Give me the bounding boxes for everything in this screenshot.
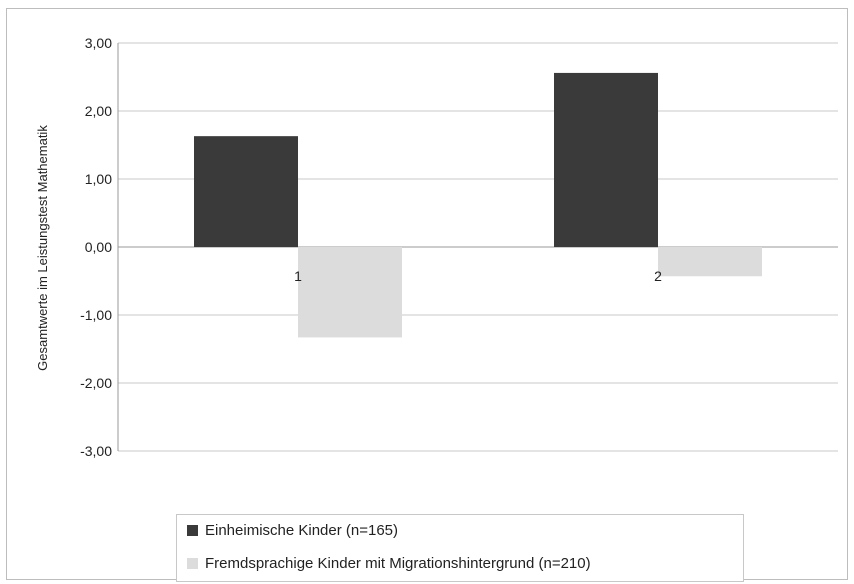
y-axis-label: Gesamtwerte im Leistungstest Mathematik — [35, 125, 50, 371]
bar-series-1-category-2 — [554, 72, 658, 247]
y-tick-label: 1,00 — [85, 171, 112, 187]
y-tick-label: -3,00 — [80, 443, 112, 459]
bars — [194, 72, 762, 338]
y-tick-label: -2,00 — [80, 375, 112, 391]
gridlines — [118, 42, 838, 452]
bar-series-2-category-2 — [658, 247, 762, 277]
y-axis: 3,00 2,00 1,00 0,00 -1,00 -2,00 -3,00 — [80, 35, 119, 459]
y-tick-label: -1,00 — [80, 307, 112, 323]
y-tick-label: 3,00 — [85, 35, 112, 51]
legend-item-series-2: Fremdsprachige Kinder mit Migrationshint… — [187, 555, 591, 572]
legend-item-series-1: Einheimische Kinder (n=165) — [187, 522, 398, 539]
bar-series-1-category-1 — [194, 136, 298, 247]
legend-swatch-series-2 — [187, 558, 198, 569]
y-tick-label: 0,00 — [85, 239, 112, 255]
chart-frame — [6, 8, 848, 580]
legend-swatch-series-1 — [187, 525, 198, 536]
legend-label-series-2: Fremdsprachige Kinder mit Migrationshint… — [205, 555, 591, 572]
x-tick-label: 2 — [654, 268, 662, 284]
bar-series-2-category-1 — [298, 247, 402, 338]
y-tick-label: 2,00 — [85, 103, 112, 119]
x-tick-label: 1 — [294, 268, 302, 284]
legend: Einheimische Kinder (n=165) Fremdsprachi… — [176, 514, 744, 582]
legend-label-series-1: Einheimische Kinder (n=165) — [205, 522, 399, 539]
